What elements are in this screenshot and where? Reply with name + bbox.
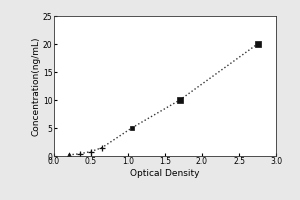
Y-axis label: Concentration(ng/mL): Concentration(ng/mL): [31, 36, 40, 136]
Point: [177, 98, 182, 102]
Point: [66, 153, 71, 156]
Point: [100, 146, 104, 149]
Point: [129, 126, 134, 130]
Point: [77, 152, 82, 155]
Point: [255, 42, 260, 46]
X-axis label: Optical Density: Optical Density: [130, 169, 200, 178]
Point: [88, 150, 93, 153]
